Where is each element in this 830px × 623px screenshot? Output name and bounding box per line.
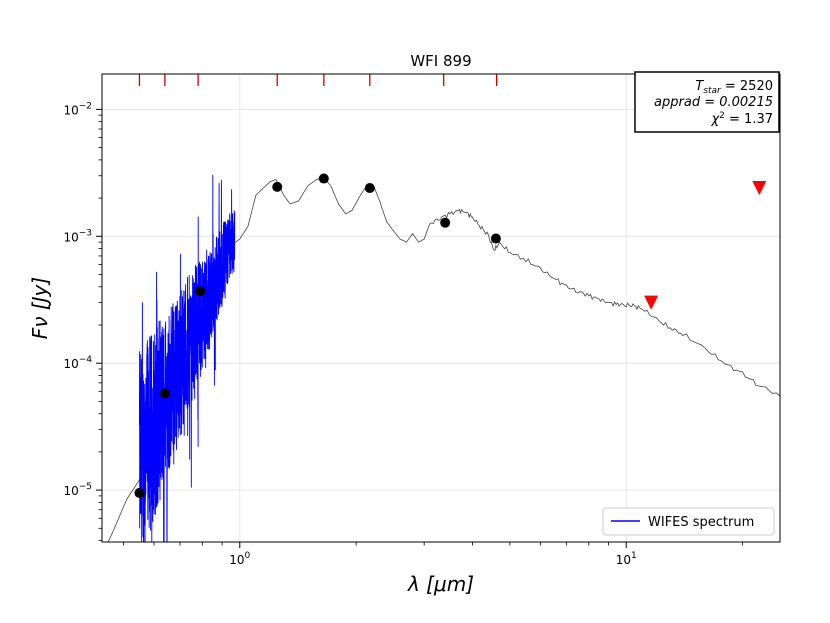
x-tick-label-0: 100 [229, 551, 250, 567]
y-tick-label-0: 10−5 [63, 482, 92, 498]
y-tick-label-3: 10−2 [63, 101, 92, 117]
spectrum-line [138, 174, 236, 543]
x-axis-label: λ [μm] [407, 572, 474, 596]
spectrum-series [138, 174, 236, 543]
photometry-point-5 [364, 183, 375, 194]
upper-limit-0 [644, 295, 659, 310]
annotation-chi2: χ2 = 1.37 [710, 111, 773, 127]
photometry-point-4 [318, 173, 329, 184]
photometry-point-6 [440, 217, 451, 228]
y-tick-label-1: 10−4 [63, 355, 92, 371]
photometry-point-3 [272, 181, 283, 192]
photometry-point-7 [490, 233, 501, 244]
photometry-point-0 [134, 487, 145, 498]
axes: 100 101 10−5 10−4 10−3 10−2 [63, 101, 743, 567]
annotation-tstar: Tstar = 2520 [695, 79, 773, 96]
photometry-point-2 [195, 286, 206, 297]
x-tick-label-1: 101 [616, 551, 637, 567]
upper-limit-markers [644, 181, 767, 310]
annotation-apprad: apprad = 0.00215 [654, 95, 773, 110]
annotation-frame [634, 71, 780, 133]
parameter-annotation-box: Tstar = 2520 apprad = 0.00215 χ2 = 1.37 [634, 71, 780, 133]
legend: WIFES spectrum [602, 507, 775, 536]
upper-limit-1 [752, 181, 767, 196]
y-axis-label: Fν [Jy] [28, 277, 52, 339]
plot-frame [101, 73, 781, 543]
photometry-points [134, 173, 501, 498]
photometry-point-1 [159, 388, 170, 399]
y-tick-label-2: 10−3 [63, 228, 92, 244]
legend-label-spectrum: WIFES spectrum [648, 515, 754, 530]
legend-frame [602, 507, 775, 536]
model-curve-group [105, 177, 781, 543]
model-curve [105, 177, 781, 543]
filter-ticks [138, 74, 498, 86]
chart-title: WFI 899 [410, 52, 471, 70]
